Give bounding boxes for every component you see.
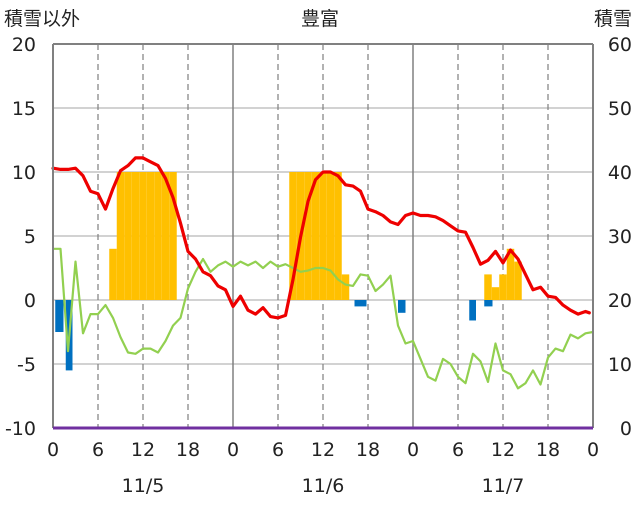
date-labels: 11/5 11/6 11/7 [122, 475, 525, 497]
humidity-series-line [53, 247, 594, 390]
snowfall-bar [131, 172, 140, 300]
chart-title: 豊富 [301, 8, 339, 30]
snowfall-bar [311, 172, 320, 300]
right-axis-label: 積雪 [594, 8, 632, 30]
x-tick-label: 6 [92, 439, 104, 461]
precip-bar [469, 300, 476, 321]
x-tick-label: 0 [587, 439, 599, 461]
x-tick-label: 18 [536, 439, 560, 461]
date-label: 11/5 [122, 475, 165, 497]
right-tick-label: 20 [608, 290, 632, 312]
snowfall-bar [319, 172, 327, 300]
snowfall-bar [506, 248, 515, 300]
snowfall-bar [169, 172, 177, 300]
snowfall-bar [304, 172, 312, 300]
left-tick-label: 20 [12, 34, 36, 56]
left-tick-label: 15 [12, 98, 36, 120]
frame-layer [52, 43, 594, 430]
left-tick-label: -5 [17, 354, 36, 376]
x-tick-labels: 0 6 12 18 0 6 12 18 0 6 12 18 0 [47, 439, 599, 461]
precip-bar [55, 300, 64, 332]
left-axis-label: 積雪以外 [4, 8, 80, 30]
left-tick-label: 5 [24, 226, 36, 248]
snowfall-bar [146, 172, 155, 300]
precip-bar [354, 300, 367, 307]
x-tick-label: 18 [176, 439, 200, 461]
precip-bar [398, 300, 406, 313]
snowfall-bar [109, 248, 117, 300]
snowfall-bar [499, 274, 507, 300]
x-tick-label: 18 [356, 439, 380, 461]
x-tick-label: 6 [452, 439, 464, 461]
x-tick-label: 12 [311, 439, 335, 461]
snowfall-bar [161, 172, 170, 300]
left-tick-label: 10 [12, 162, 36, 184]
right-tick-label: 30 [608, 226, 632, 248]
snowfall-bar [154, 172, 162, 300]
right-tick-label: 10 [608, 354, 632, 376]
precip-bar [484, 300, 493, 307]
snowfall-bar [491, 287, 500, 300]
bar-layer [55, 172, 522, 371]
line-layer [51, 156, 594, 390]
x-tick-label: 0 [47, 439, 59, 461]
snowfall-bar [124, 172, 132, 300]
right-tick-labels: 60 50 40 30 20 10 0 [608, 34, 632, 440]
right-tick-label: 40 [608, 162, 632, 184]
date-label: 11/7 [482, 475, 525, 497]
x-tick-label: 0 [227, 439, 239, 461]
temperature-series-line [51, 156, 591, 320]
snowfall-bar [334, 172, 342, 300]
x-tick-label: 6 [272, 439, 284, 461]
left-tick-label: -10 [5, 418, 36, 440]
x-tick-label: 0 [407, 439, 419, 461]
snowfall-bar [484, 274, 492, 300]
right-tick-label: 0 [620, 418, 632, 440]
snowfall-bar [139, 172, 147, 300]
snowfall-bar [116, 172, 125, 300]
x-tick-label: 12 [131, 439, 155, 461]
snowfall-bar [326, 172, 335, 300]
left-tick-labels: 20 15 10 5 0 -5 -10 [5, 34, 36, 440]
x-tick-label: 12 [491, 439, 515, 461]
snowfall-bar [514, 261, 522, 300]
date-label: 11/6 [302, 475, 345, 497]
snowfall-bar [289, 172, 297, 300]
left-tick-label: 0 [24, 290, 36, 312]
right-tick-label: 60 [608, 34, 632, 56]
snowfall-bar [341, 274, 350, 300]
right-tick-label: 50 [608, 98, 632, 120]
